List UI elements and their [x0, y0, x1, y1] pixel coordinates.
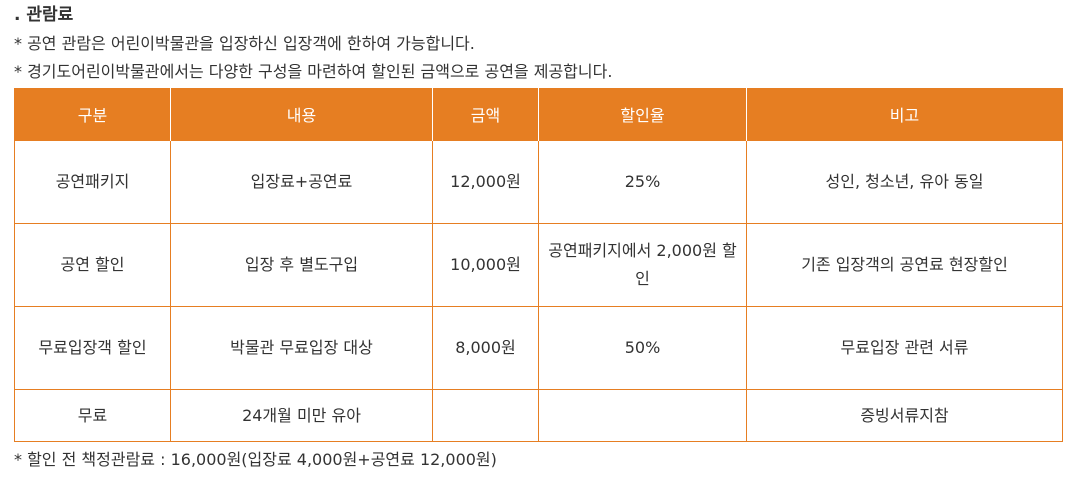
header-remarks: 비고: [746, 88, 1063, 141]
cell-category: 무료입장객 할인: [14, 306, 171, 390]
cell-remarks: 성인, 청소년, 유아 동일: [746, 140, 1063, 224]
cell-price: [432, 389, 539, 442]
cell-remarks: 무료입장 관련 서류: [746, 306, 1063, 390]
cell-price: 10,000원: [432, 223, 539, 307]
cell-content: 24개월 미만 유아: [170, 389, 433, 442]
header-category: 구분: [14, 88, 171, 141]
table-header-row: 구분 내용 금액 할인율 비고: [14, 88, 1063, 141]
table-row: 공연패키지 입장료+공연료 12,000원 25% 성인, 청소년, 유아 동일: [14, 140, 1063, 224]
section-title: . 관람료: [14, 5, 74, 25]
cell-category: 공연 할인: [14, 223, 171, 307]
cell-discount-rate: 공연패키지에서 2,000원 할인: [538, 223, 747, 307]
table-row: 무료입장객 할인 박물관 무료입장 대상 8,000원 50% 무료입장 관련 …: [14, 306, 1063, 390]
header-content: 내용: [170, 88, 433, 141]
cell-category: 무료: [14, 389, 171, 442]
cell-price: 8,000원: [432, 306, 539, 390]
cell-content: 입장 후 별도구입: [170, 223, 433, 307]
note-performance-eligibility: * 공연 관람은 어린이박물관을 입장하신 입장객에 한하여 가능합니다.: [14, 34, 475, 53]
cell-price: 12,000원: [432, 140, 539, 224]
cell-content: 박물관 무료입장 대상: [170, 306, 433, 390]
cell-discount-rate: 25%: [538, 140, 747, 224]
cell-discount-rate: [538, 389, 747, 442]
cell-category: 공연패키지: [14, 140, 171, 224]
header-discount-rate: 할인율: [538, 88, 747, 141]
footnote-base-price: * 할인 전 책정관람료 : 16,000원(입장료 4,000원+공연료 12…: [14, 450, 497, 469]
cell-remarks: 증빙서류지참: [746, 389, 1063, 442]
admission-fee-table: 구분 내용 금액 할인율 비고 공연패키지 입장료+공연료 12,000원 25…: [14, 88, 1063, 442]
cell-remarks: 기존 입장객의 공연료 현장할인: [746, 223, 1063, 307]
note-discount-info: * 경기도어린이박물관에서는 다양한 구성을 마련하여 할인된 금액으로 공연을…: [14, 62, 613, 81]
table-row: 무료 24개월 미만 유아 증빙서류지참: [14, 389, 1063, 442]
cell-content: 입장료+공연료: [170, 140, 433, 224]
cell-discount-rate: 50%: [538, 306, 747, 390]
header-price: 금액: [432, 88, 539, 141]
table-row: 공연 할인 입장 후 별도구입 10,000원 공연패키지에서 2,000원 할…: [14, 223, 1063, 307]
